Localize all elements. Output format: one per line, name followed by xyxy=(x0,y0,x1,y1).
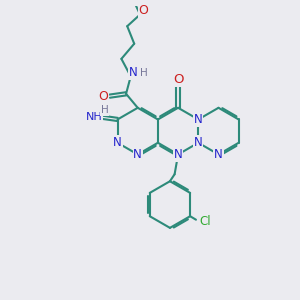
Text: N: N xyxy=(113,136,122,149)
Text: N: N xyxy=(129,66,137,79)
Text: NH: NH xyxy=(85,112,102,122)
Text: H: H xyxy=(101,105,109,115)
Text: N: N xyxy=(174,148,182,161)
Text: H: H xyxy=(140,68,148,78)
Text: N: N xyxy=(133,148,142,161)
Text: N: N xyxy=(214,148,223,161)
Text: O: O xyxy=(98,90,108,103)
Text: Cl: Cl xyxy=(199,215,211,228)
Text: O: O xyxy=(139,4,148,17)
Text: O: O xyxy=(173,73,183,86)
Text: N: N xyxy=(194,113,203,126)
Text: N: N xyxy=(194,136,203,149)
